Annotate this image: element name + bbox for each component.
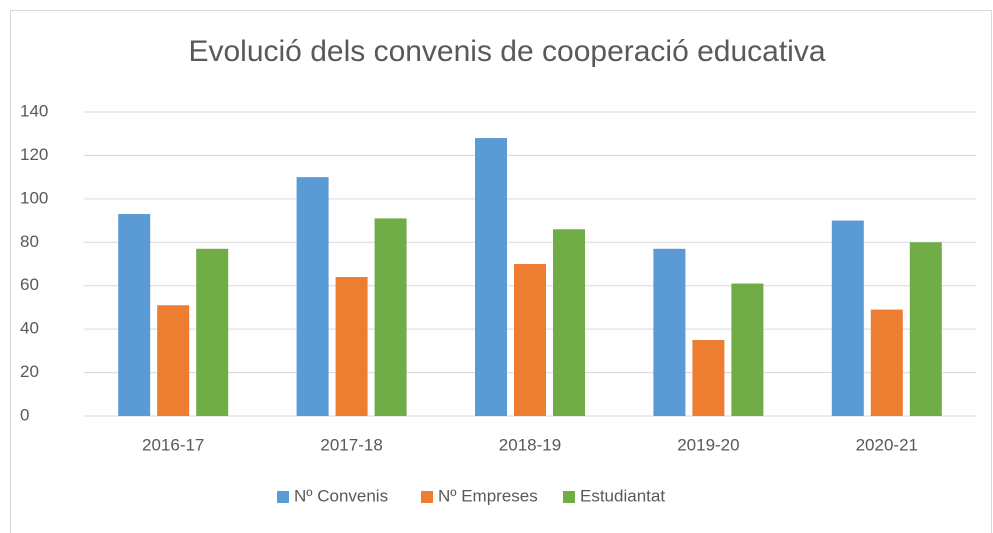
legend-label: Nº Convenis bbox=[294, 486, 388, 505]
bar bbox=[157, 305, 190, 416]
bar bbox=[831, 220, 864, 416]
y-tick-label: 120 bbox=[20, 145, 48, 164]
bar bbox=[475, 138, 507, 417]
bar bbox=[118, 214, 151, 416]
bar bbox=[653, 248, 686, 416]
bar bbox=[731, 283, 764, 416]
y-tick-label: 20 bbox=[20, 362, 39, 381]
y-tick-label: 40 bbox=[20, 319, 39, 338]
bar bbox=[296, 177, 329, 416]
y-tick-label: 0 bbox=[20, 405, 29, 424]
legend-label: Nº Empreses bbox=[438, 486, 538, 505]
bar bbox=[335, 277, 368, 416]
chart-title: Evolució dels convenis de cooperació edu… bbox=[188, 35, 825, 68]
bar bbox=[692, 340, 725, 416]
bar bbox=[514, 264, 546, 416]
y-tick-label: 80 bbox=[20, 232, 39, 251]
y-tick-label: 60 bbox=[20, 275, 39, 294]
legend-swatch bbox=[277, 491, 289, 503]
y-tick-label: 140 bbox=[20, 101, 48, 120]
legend-label: Estudiantat bbox=[580, 486, 665, 505]
bar bbox=[553, 229, 585, 416]
bar bbox=[909, 242, 942, 416]
bar bbox=[196, 248, 229, 416]
legend-swatch bbox=[563, 491, 575, 503]
x-tick-label: 2020-21 bbox=[856, 435, 918, 454]
x-tick-label: 2018-19 bbox=[499, 435, 561, 454]
y-tick-label: 100 bbox=[20, 188, 48, 207]
x-tick-label: 2019-20 bbox=[677, 435, 739, 454]
bar bbox=[870, 309, 903, 416]
x-tick-label: 2017-18 bbox=[320, 435, 382, 454]
x-tick-label: 2016-17 bbox=[142, 435, 204, 454]
bar bbox=[374, 218, 407, 416]
legend-swatch bbox=[421, 491, 433, 503]
